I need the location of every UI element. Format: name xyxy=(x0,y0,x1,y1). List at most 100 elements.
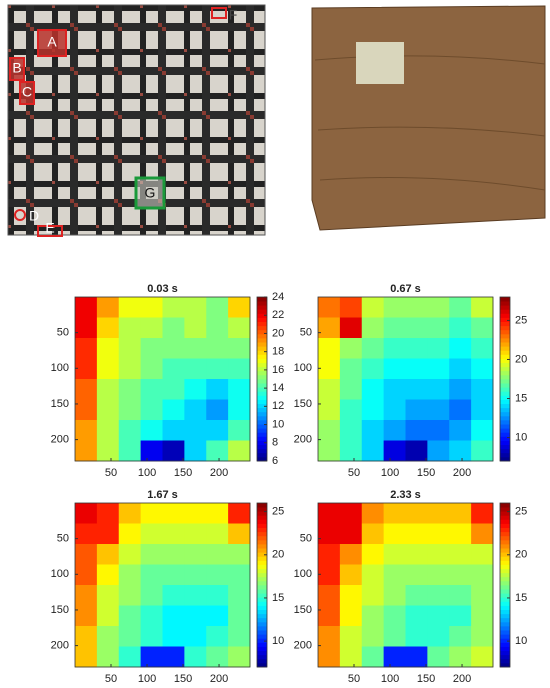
colorbar-band xyxy=(500,444,510,450)
colorbar-band xyxy=(257,634,267,639)
heat-cell xyxy=(427,297,450,318)
heat-cell xyxy=(471,605,494,627)
heat-cell xyxy=(427,564,450,586)
heat-cell xyxy=(361,317,385,339)
heat-cell xyxy=(361,358,385,380)
colorbar-band xyxy=(257,321,267,327)
y-tick-label: 200 xyxy=(51,640,69,652)
colorbar-band xyxy=(500,407,510,413)
colorbar-tick-label: 10 xyxy=(515,431,527,443)
heat-cell xyxy=(206,626,229,647)
heat-cell xyxy=(206,297,229,318)
heat-cell xyxy=(383,544,406,565)
heat-cell xyxy=(75,585,98,606)
colorbar-band xyxy=(257,415,267,421)
colorbar-band xyxy=(500,387,510,392)
y-tick-label: 200 xyxy=(294,640,312,652)
colorbar-tick-label: 20 xyxy=(272,327,284,339)
heat-cell xyxy=(162,440,185,462)
heat-cell xyxy=(118,440,142,462)
colorbar-band xyxy=(257,305,267,310)
heat-cell xyxy=(96,564,120,586)
colorbar-band xyxy=(257,346,267,351)
heat-cell xyxy=(206,317,229,339)
colorbar-frame xyxy=(256,502,268,668)
heat-cell xyxy=(75,503,98,524)
colorbar-band xyxy=(500,503,510,508)
heat-cell xyxy=(118,338,142,359)
colorbar-band xyxy=(257,585,267,590)
heat-cell xyxy=(318,338,341,359)
region-label: C xyxy=(22,84,32,100)
heat-cell xyxy=(339,626,363,647)
plot-frame xyxy=(317,502,494,668)
heat-cell xyxy=(318,440,341,462)
colorbar-band xyxy=(257,535,267,541)
heat-cell xyxy=(449,317,472,339)
heat-cell xyxy=(184,358,207,380)
colorbar-band xyxy=(500,325,510,331)
heat-cell xyxy=(318,564,341,586)
heat-cell xyxy=(140,399,163,421)
heat-cell xyxy=(75,358,98,380)
heat-cell xyxy=(140,317,163,339)
heat-cell xyxy=(206,338,229,359)
heat-cell xyxy=(339,605,363,627)
heat-cell xyxy=(405,399,428,421)
heat-cell xyxy=(471,420,494,441)
heat-cell xyxy=(339,503,363,524)
heat-cell xyxy=(184,338,207,359)
colorbar-band xyxy=(500,428,510,433)
heat-cell xyxy=(184,646,207,668)
colorbar-band xyxy=(257,440,267,445)
colorbar-band xyxy=(500,415,510,421)
colorbar-tick-label: 24 xyxy=(272,291,284,303)
heat-cell xyxy=(75,544,98,565)
colorbar-frame xyxy=(499,502,511,668)
heat-cell xyxy=(228,440,251,462)
heat-cell xyxy=(339,338,363,359)
heat-cell xyxy=(449,440,472,462)
colorbar-band xyxy=(257,366,267,372)
x-tick-label: 200 xyxy=(210,467,228,479)
heat-cell xyxy=(318,585,341,606)
colorbar-band xyxy=(500,383,510,388)
colorbar-band xyxy=(500,456,510,462)
heat-cell xyxy=(449,564,472,586)
heat-cell xyxy=(449,605,472,627)
colorbar-band xyxy=(500,539,510,545)
heat-cell xyxy=(427,440,450,462)
heat-cell xyxy=(405,544,428,565)
heat-cell xyxy=(162,358,185,380)
heat-cell xyxy=(383,317,406,339)
heat-cell xyxy=(140,440,163,462)
colorbar-frame xyxy=(499,296,511,462)
colorbar-band xyxy=(257,609,267,615)
heat-cell xyxy=(184,626,207,647)
heat-cell xyxy=(162,317,185,339)
heat-cell xyxy=(162,564,185,586)
heat-cell xyxy=(405,626,428,647)
colorbar-tick-label: 12 xyxy=(272,400,284,412)
heat-cell xyxy=(471,564,494,586)
colorbar-band xyxy=(500,621,510,627)
colorbar-band xyxy=(500,658,510,664)
colorbar-band xyxy=(257,544,267,549)
heat-cell xyxy=(449,358,472,380)
heat-cell xyxy=(471,297,494,318)
x-tick-label: 50 xyxy=(105,673,117,683)
heat-cell xyxy=(383,358,406,380)
colorbar-band xyxy=(257,448,267,454)
heat-cell xyxy=(184,503,207,524)
colorbar-band xyxy=(257,560,267,565)
heat-cell xyxy=(75,626,98,647)
heat-cell xyxy=(383,585,406,606)
heat-cell xyxy=(361,503,385,524)
colorbar-band xyxy=(500,654,510,660)
colorbar-band xyxy=(257,548,267,553)
heat-cell xyxy=(318,297,341,318)
colorbar-band xyxy=(257,658,267,664)
colorbar-band xyxy=(500,346,510,351)
heat-cell xyxy=(118,317,142,339)
heat-cell xyxy=(361,420,385,441)
